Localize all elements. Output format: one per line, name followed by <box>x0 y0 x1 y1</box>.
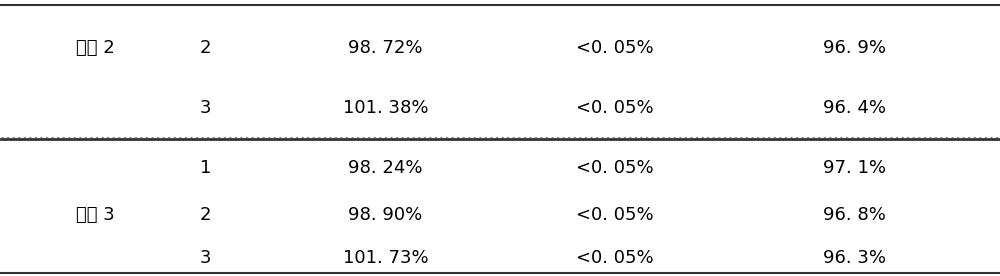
Text: <0. 05%: <0. 05% <box>576 159 653 177</box>
Text: 96. 3%: 96. 3% <box>823 249 886 267</box>
Text: 98. 24%: 98. 24% <box>348 159 423 177</box>
Text: 实施 3: 实施 3 <box>76 206 115 224</box>
Text: 96. 8%: 96. 8% <box>823 206 885 224</box>
Text: 97. 1%: 97. 1% <box>823 159 886 177</box>
Text: 2: 2 <box>200 206 212 224</box>
Text: <0. 05%: <0. 05% <box>576 39 653 57</box>
Text: 2: 2 <box>200 39 212 57</box>
Text: 101. 38%: 101. 38% <box>343 99 428 117</box>
Text: 101. 73%: 101. 73% <box>343 249 428 267</box>
Text: <0. 05%: <0. 05% <box>576 99 653 117</box>
Text: 实施 2: 实施 2 <box>76 39 115 57</box>
Text: 3: 3 <box>200 99 212 117</box>
Text: 96. 4%: 96. 4% <box>823 99 886 117</box>
Text: <0. 05%: <0. 05% <box>576 249 653 267</box>
Text: 98. 72%: 98. 72% <box>348 39 423 57</box>
Text: <0. 05%: <0. 05% <box>576 206 653 224</box>
Text: 3: 3 <box>200 249 212 267</box>
Text: 96. 9%: 96. 9% <box>823 39 886 57</box>
Text: 98. 90%: 98. 90% <box>348 206 422 224</box>
Text: 1: 1 <box>200 159 212 177</box>
